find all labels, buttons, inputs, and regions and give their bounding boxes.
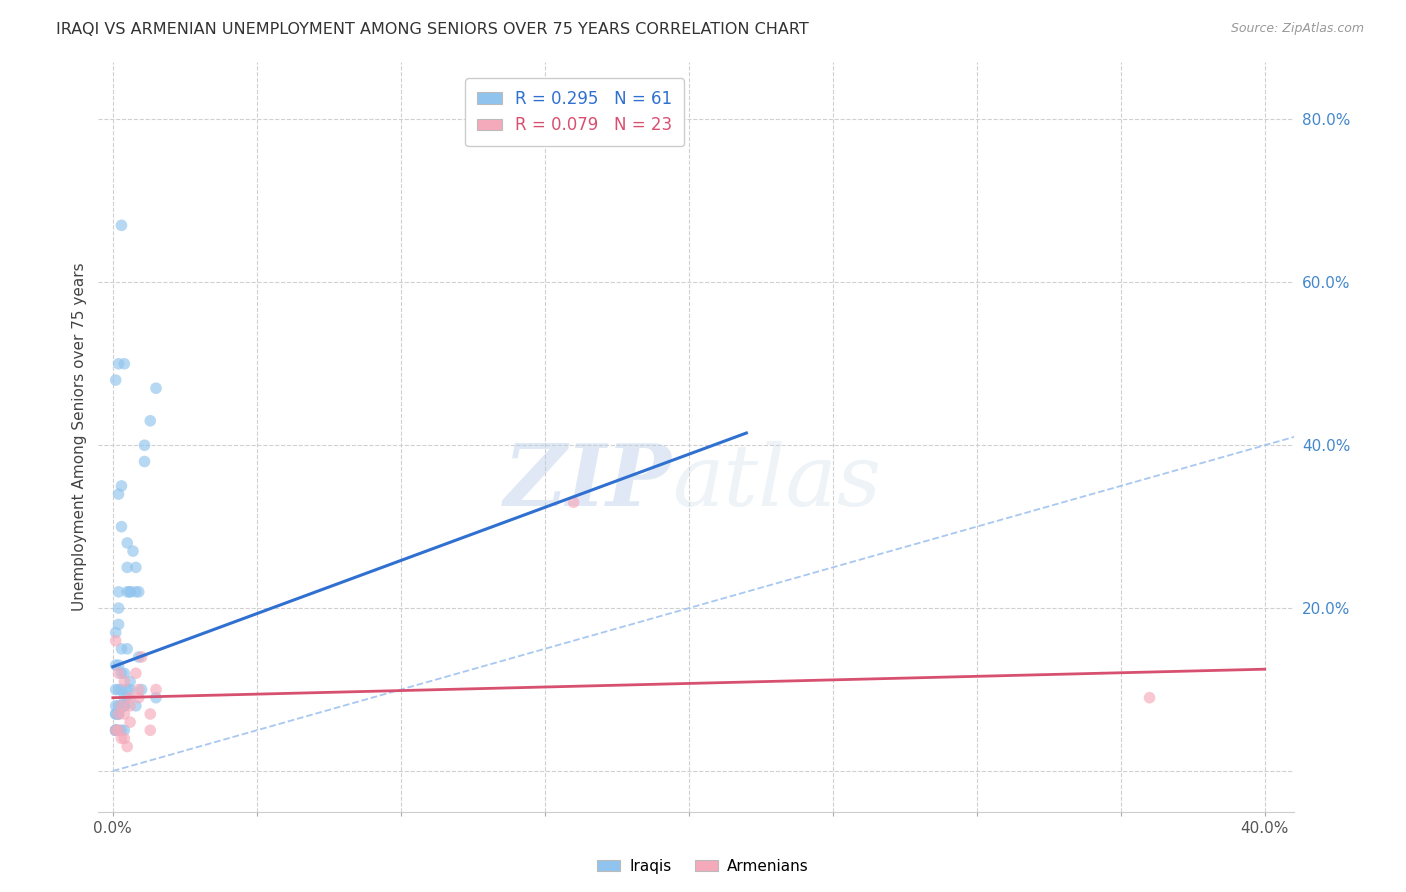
Legend: Iraqis, Armenians: Iraqis, Armenians — [592, 853, 814, 880]
Point — [107, 706, 129, 721]
Point — [110, 666, 132, 681]
Point — [112, 698, 135, 713]
Point — [120, 715, 142, 730]
Point — [107, 706, 129, 721]
Point — [120, 682, 142, 697]
Point — [115, 690, 138, 705]
Point — [128, 584, 150, 599]
Point — [134, 438, 156, 452]
Point — [115, 739, 138, 754]
Point — [110, 731, 132, 746]
Point — [107, 666, 129, 681]
Point — [128, 690, 150, 705]
Point — [112, 690, 135, 705]
Point — [107, 682, 129, 697]
Point — [104, 373, 127, 387]
Text: Source: ZipAtlas.com: Source: ZipAtlas.com — [1230, 22, 1364, 36]
Point — [128, 650, 150, 665]
Point — [120, 690, 142, 705]
Legend: R = 0.295   N = 61, R = 0.079   N = 23: R = 0.295 N = 61, R = 0.079 N = 23 — [465, 78, 685, 146]
Point — [107, 584, 129, 599]
Point — [107, 357, 129, 371]
Point — [104, 723, 127, 738]
Point — [139, 414, 162, 428]
Point — [110, 682, 132, 697]
Point — [145, 690, 167, 705]
Point — [115, 641, 138, 656]
Point — [110, 219, 132, 233]
Point — [107, 706, 129, 721]
Point — [104, 723, 127, 738]
Point — [107, 698, 129, 713]
Point — [125, 666, 148, 681]
Point — [107, 601, 129, 615]
Point — [139, 706, 162, 721]
Text: atlas: atlas — [672, 441, 882, 524]
Point — [120, 698, 142, 713]
Point — [110, 519, 132, 533]
Point — [104, 723, 127, 738]
Point — [110, 698, 132, 713]
Point — [104, 723, 127, 738]
Point — [104, 625, 127, 640]
Point — [131, 682, 153, 697]
Point — [112, 666, 135, 681]
Point — [125, 698, 148, 713]
Point — [115, 584, 138, 599]
Point — [1139, 690, 1161, 705]
Point — [112, 698, 135, 713]
Point — [120, 584, 142, 599]
Point — [115, 536, 138, 550]
Point — [104, 723, 127, 738]
Text: IRAQI VS ARMENIAN UNEMPLOYMENT AMONG SENIORS OVER 75 YEARS CORRELATION CHART: IRAQI VS ARMENIAN UNEMPLOYMENT AMONG SEN… — [56, 22, 808, 37]
Point — [112, 706, 135, 721]
Point — [104, 658, 127, 673]
Point — [145, 682, 167, 697]
Point — [104, 682, 127, 697]
Point — [120, 674, 142, 689]
Point — [125, 584, 148, 599]
Point — [112, 698, 135, 713]
Point — [125, 560, 148, 574]
Point — [110, 723, 132, 738]
Point — [115, 682, 138, 697]
Point — [128, 682, 150, 697]
Point — [112, 357, 135, 371]
Point — [122, 544, 145, 558]
Point — [112, 674, 135, 689]
Y-axis label: Unemployment Among Seniors over 75 years: Unemployment Among Seniors over 75 years — [72, 263, 87, 611]
Point — [115, 560, 138, 574]
Point — [107, 658, 129, 673]
Point — [104, 723, 127, 738]
Point — [110, 479, 132, 493]
Point — [104, 706, 127, 721]
Point — [104, 698, 127, 713]
Point — [139, 723, 162, 738]
Point — [131, 650, 153, 665]
Point — [562, 495, 585, 509]
Point — [107, 723, 129, 738]
Point — [110, 641, 132, 656]
Point — [145, 381, 167, 395]
Point — [104, 633, 127, 648]
Point — [107, 617, 129, 632]
Point — [110, 698, 132, 713]
Point — [110, 698, 132, 713]
Point — [107, 723, 129, 738]
Point — [112, 731, 135, 746]
Point — [134, 454, 156, 468]
Point — [120, 584, 142, 599]
Point — [104, 706, 127, 721]
Text: ZIP: ZIP — [505, 441, 672, 524]
Point — [107, 487, 129, 501]
Point — [112, 723, 135, 738]
